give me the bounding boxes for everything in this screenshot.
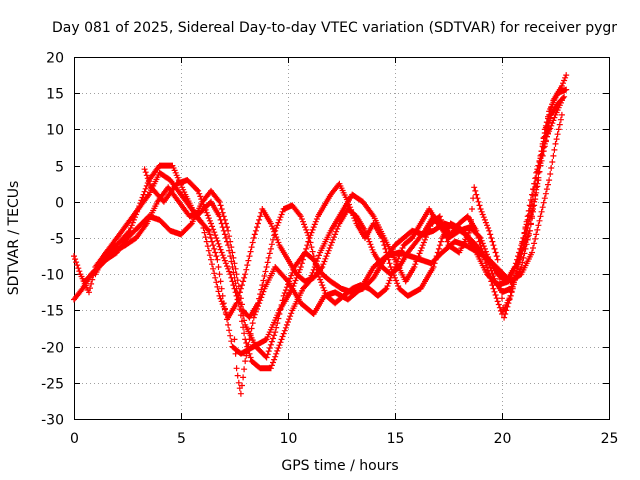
x-tick-label: 20 — [494, 431, 512, 447]
y-tick-label: -30 — [41, 413, 64, 429]
y-tick-label: 0 — [55, 196, 64, 212]
y-tick-label: 20 — [46, 51, 64, 67]
data-series — [71, 72, 570, 397]
data-point-markers — [231, 111, 565, 397]
y-tick-label: 10 — [46, 123, 64, 139]
data-point-markers — [81, 93, 568, 321]
series-track-2 — [71, 86, 570, 361]
x-axis-label: GPS time / hours — [281, 458, 398, 474]
y-axis-label: SDTVAR / TECUs — [6, 181, 22, 296]
y-axis: -30 -25 -20 -15 -10 -5 0 5 10 15 20 — [41, 51, 609, 429]
data-point-markers — [71, 72, 570, 357]
series-track-3 — [81, 93, 568, 321]
y-tick-label: -20 — [41, 341, 64, 357]
x-axis: 0 5 10 15 20 25 — [70, 57, 618, 447]
y-tick-label: -10 — [41, 268, 64, 284]
data-point-markers — [71, 86, 570, 361]
x-tick-label: 15 — [387, 431, 405, 447]
x-tick-label: 5 — [177, 431, 186, 447]
y-tick-label: 15 — [46, 87, 64, 103]
y-tick-label: 5 — [55, 160, 64, 176]
x-tick-label: 25 — [601, 431, 619, 447]
x-tick-label: 0 — [70, 431, 79, 447]
series-track-1 — [71, 72, 570, 357]
x-tick-label: 10 — [280, 431, 298, 447]
y-tick-label: -5 — [50, 232, 64, 248]
grid-lines — [74, 57, 609, 419]
series-track-6 — [231, 111, 565, 397]
chart-title: Day 081 of 2025, Sidereal Day-to-day VTE… — [52, 20, 617, 36]
y-tick-label: -15 — [41, 304, 64, 320]
y-tick-label: -25 — [41, 377, 64, 393]
